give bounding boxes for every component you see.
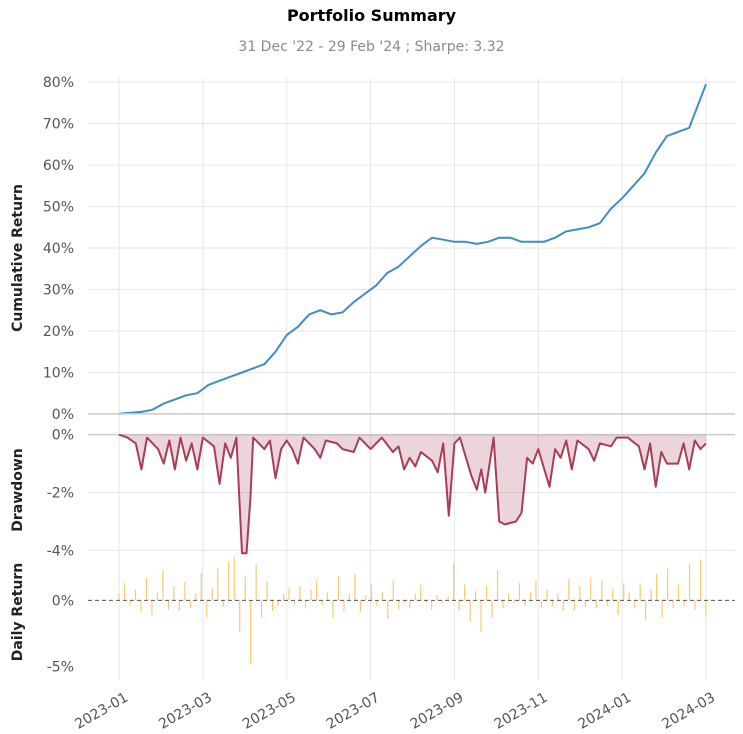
ylabel-daily-return: Daily Return bbox=[10, 563, 26, 661]
x-tick-label: 2023-05 bbox=[240, 690, 299, 733]
y-tick-label: 60% bbox=[43, 158, 74, 174]
y-tick-label: 0% bbox=[52, 407, 74, 423]
y-tick-label: 10% bbox=[43, 365, 74, 381]
cumulative-return-line bbox=[118, 83, 707, 415]
x-tick-label: 2023-09 bbox=[408, 690, 467, 733]
y-tick-label: -5% bbox=[47, 660, 74, 676]
y-tick-label: 20% bbox=[43, 324, 74, 340]
x-tick-label: 2024-01 bbox=[575, 690, 634, 733]
data-layer bbox=[88, 83, 735, 665]
x-tick-label: 2023-07 bbox=[324, 690, 383, 733]
y-tick-label: 80% bbox=[43, 75, 74, 91]
x-tick-label: 2024-03 bbox=[659, 690, 718, 733]
ylabel-drawdown: Drawdown bbox=[10, 448, 26, 531]
axis-layer: Cumulative Return Drawdown Daily Return … bbox=[10, 75, 718, 733]
y-tick-label: 30% bbox=[43, 283, 74, 299]
drawdown-line bbox=[118, 433, 707, 555]
chart-subtitle: 31 Dec '22 - 29 Feb '24 ; Sharpe: 3.32 bbox=[238, 39, 505, 55]
y-tick-label: 0% bbox=[52, 428, 74, 444]
x-tick-label: 2023-03 bbox=[156, 690, 215, 733]
chart-title: Portfolio Summary bbox=[286, 6, 457, 25]
y-tick-label: -2% bbox=[47, 486, 74, 502]
x-tick-label: 2023-11 bbox=[492, 690, 551, 733]
grid-layer bbox=[88, 78, 735, 680]
y-tick-label: 0% bbox=[52, 593, 74, 609]
y-tick-label: 40% bbox=[43, 241, 74, 257]
y-tick-label: -4% bbox=[47, 543, 74, 559]
y-tick-label: 70% bbox=[43, 117, 74, 133]
x-tick-label: 2023-01 bbox=[72, 690, 131, 733]
ylabel-cumulative-return: Cumulative Return bbox=[10, 184, 26, 332]
y-tick-label: 50% bbox=[43, 200, 74, 216]
drawdown-area bbox=[119, 434, 706, 554]
